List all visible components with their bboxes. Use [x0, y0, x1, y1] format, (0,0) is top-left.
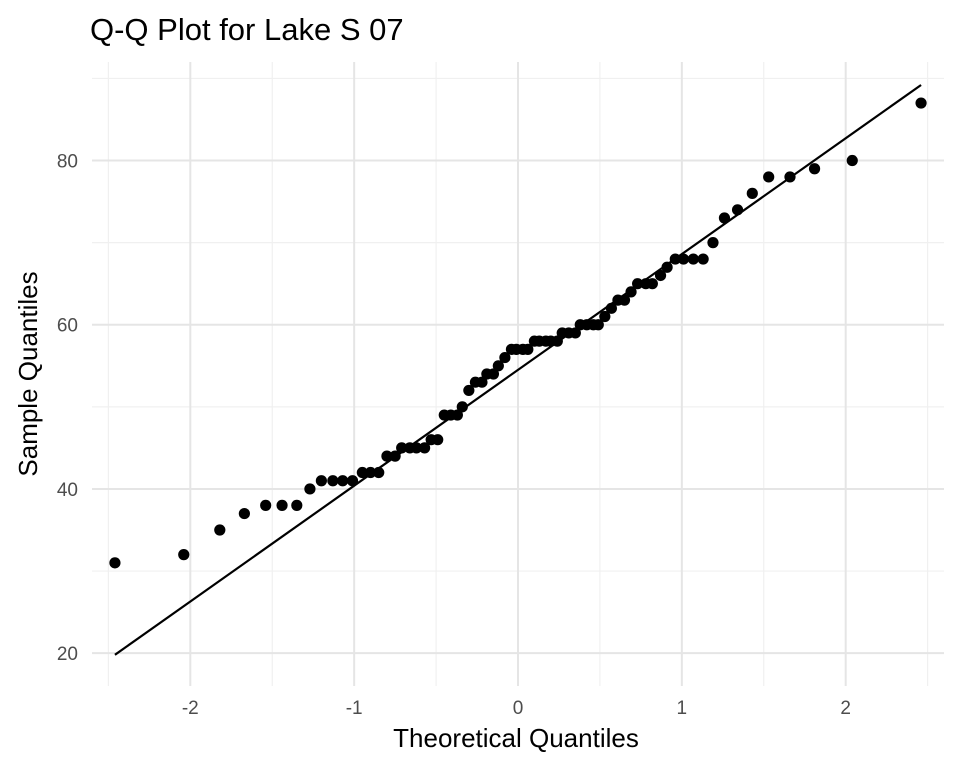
data-point [746, 187, 758, 199]
data-point [315, 475, 327, 487]
data-point [697, 253, 709, 265]
data-point [599, 310, 611, 323]
x-tick-label: -2 [182, 698, 199, 719]
data-point [763, 171, 775, 183]
major-gridlines [92, 62, 944, 686]
x-tick-label: 1 [677, 698, 688, 719]
data-point [661, 261, 673, 273]
data-point [592, 319, 604, 331]
data-point [327, 475, 339, 487]
x-axis-tick-labels: -2 -1 0 1 2 [182, 698, 851, 719]
x-tick-label: -1 [346, 698, 363, 719]
data-point [669, 253, 681, 265]
data-point [451, 409, 463, 421]
x-axis-title: Theoretical Quantiles [393, 723, 639, 753]
data-point [846, 154, 858, 167]
data-point [410, 442, 423, 454]
data-point [337, 475, 349, 487]
data-points [109, 97, 927, 569]
data-point [522, 343, 534, 355]
data-point [276, 499, 288, 511]
data-point [476, 376, 488, 388]
chart-title: Q-Q Plot for Lake S 07 [90, 12, 404, 47]
data-point [419, 442, 431, 454]
data-point [784, 171, 796, 183]
data-point [707, 237, 719, 249]
data-point [569, 327, 581, 339]
data-point [291, 499, 303, 511]
data-point [718, 212, 731, 224]
data-point [808, 163, 821, 175]
data-point [625, 286, 637, 298]
y-tick-label: 60 [57, 316, 78, 337]
data-point [687, 253, 699, 265]
data-point [618, 294, 631, 306]
data-point [396, 442, 408, 454]
data-point [109, 557, 121, 569]
data-point [346, 475, 359, 487]
data-point [389, 450, 401, 462]
y-tick-label: 80 [57, 152, 78, 173]
y-axis-title: Sample Quantiles [13, 271, 43, 476]
data-point [178, 549, 190, 561]
data-point [381, 450, 393, 462]
data-point [456, 401, 468, 413]
data-point [677, 253, 690, 265]
data-point [654, 269, 667, 282]
data-point [499, 351, 511, 364]
x-tick-label: 2 [840, 698, 851, 719]
data-point [632, 278, 644, 290]
data-point [432, 434, 444, 446]
data-point [356, 466, 368, 479]
data-point [731, 204, 744, 216]
data-point [915, 97, 927, 109]
y-axis-tick-labels: 20 40 60 80 [57, 152, 78, 666]
data-point [463, 384, 475, 397]
data-point [492, 360, 504, 372]
y-tick-label: 40 [57, 480, 78, 501]
y-tick-label: 20 [57, 644, 78, 665]
data-point [304, 483, 316, 495]
data-point [373, 466, 385, 479]
data-point [364, 466, 377, 479]
x-tick-label: 0 [513, 698, 524, 719]
data-point [646, 278, 658, 290]
data-point [551, 335, 563, 347]
data-point [238, 507, 250, 520]
data-point [214, 524, 226, 536]
data-point [260, 499, 272, 511]
data-point [605, 302, 617, 314]
data-point [487, 368, 500, 380]
